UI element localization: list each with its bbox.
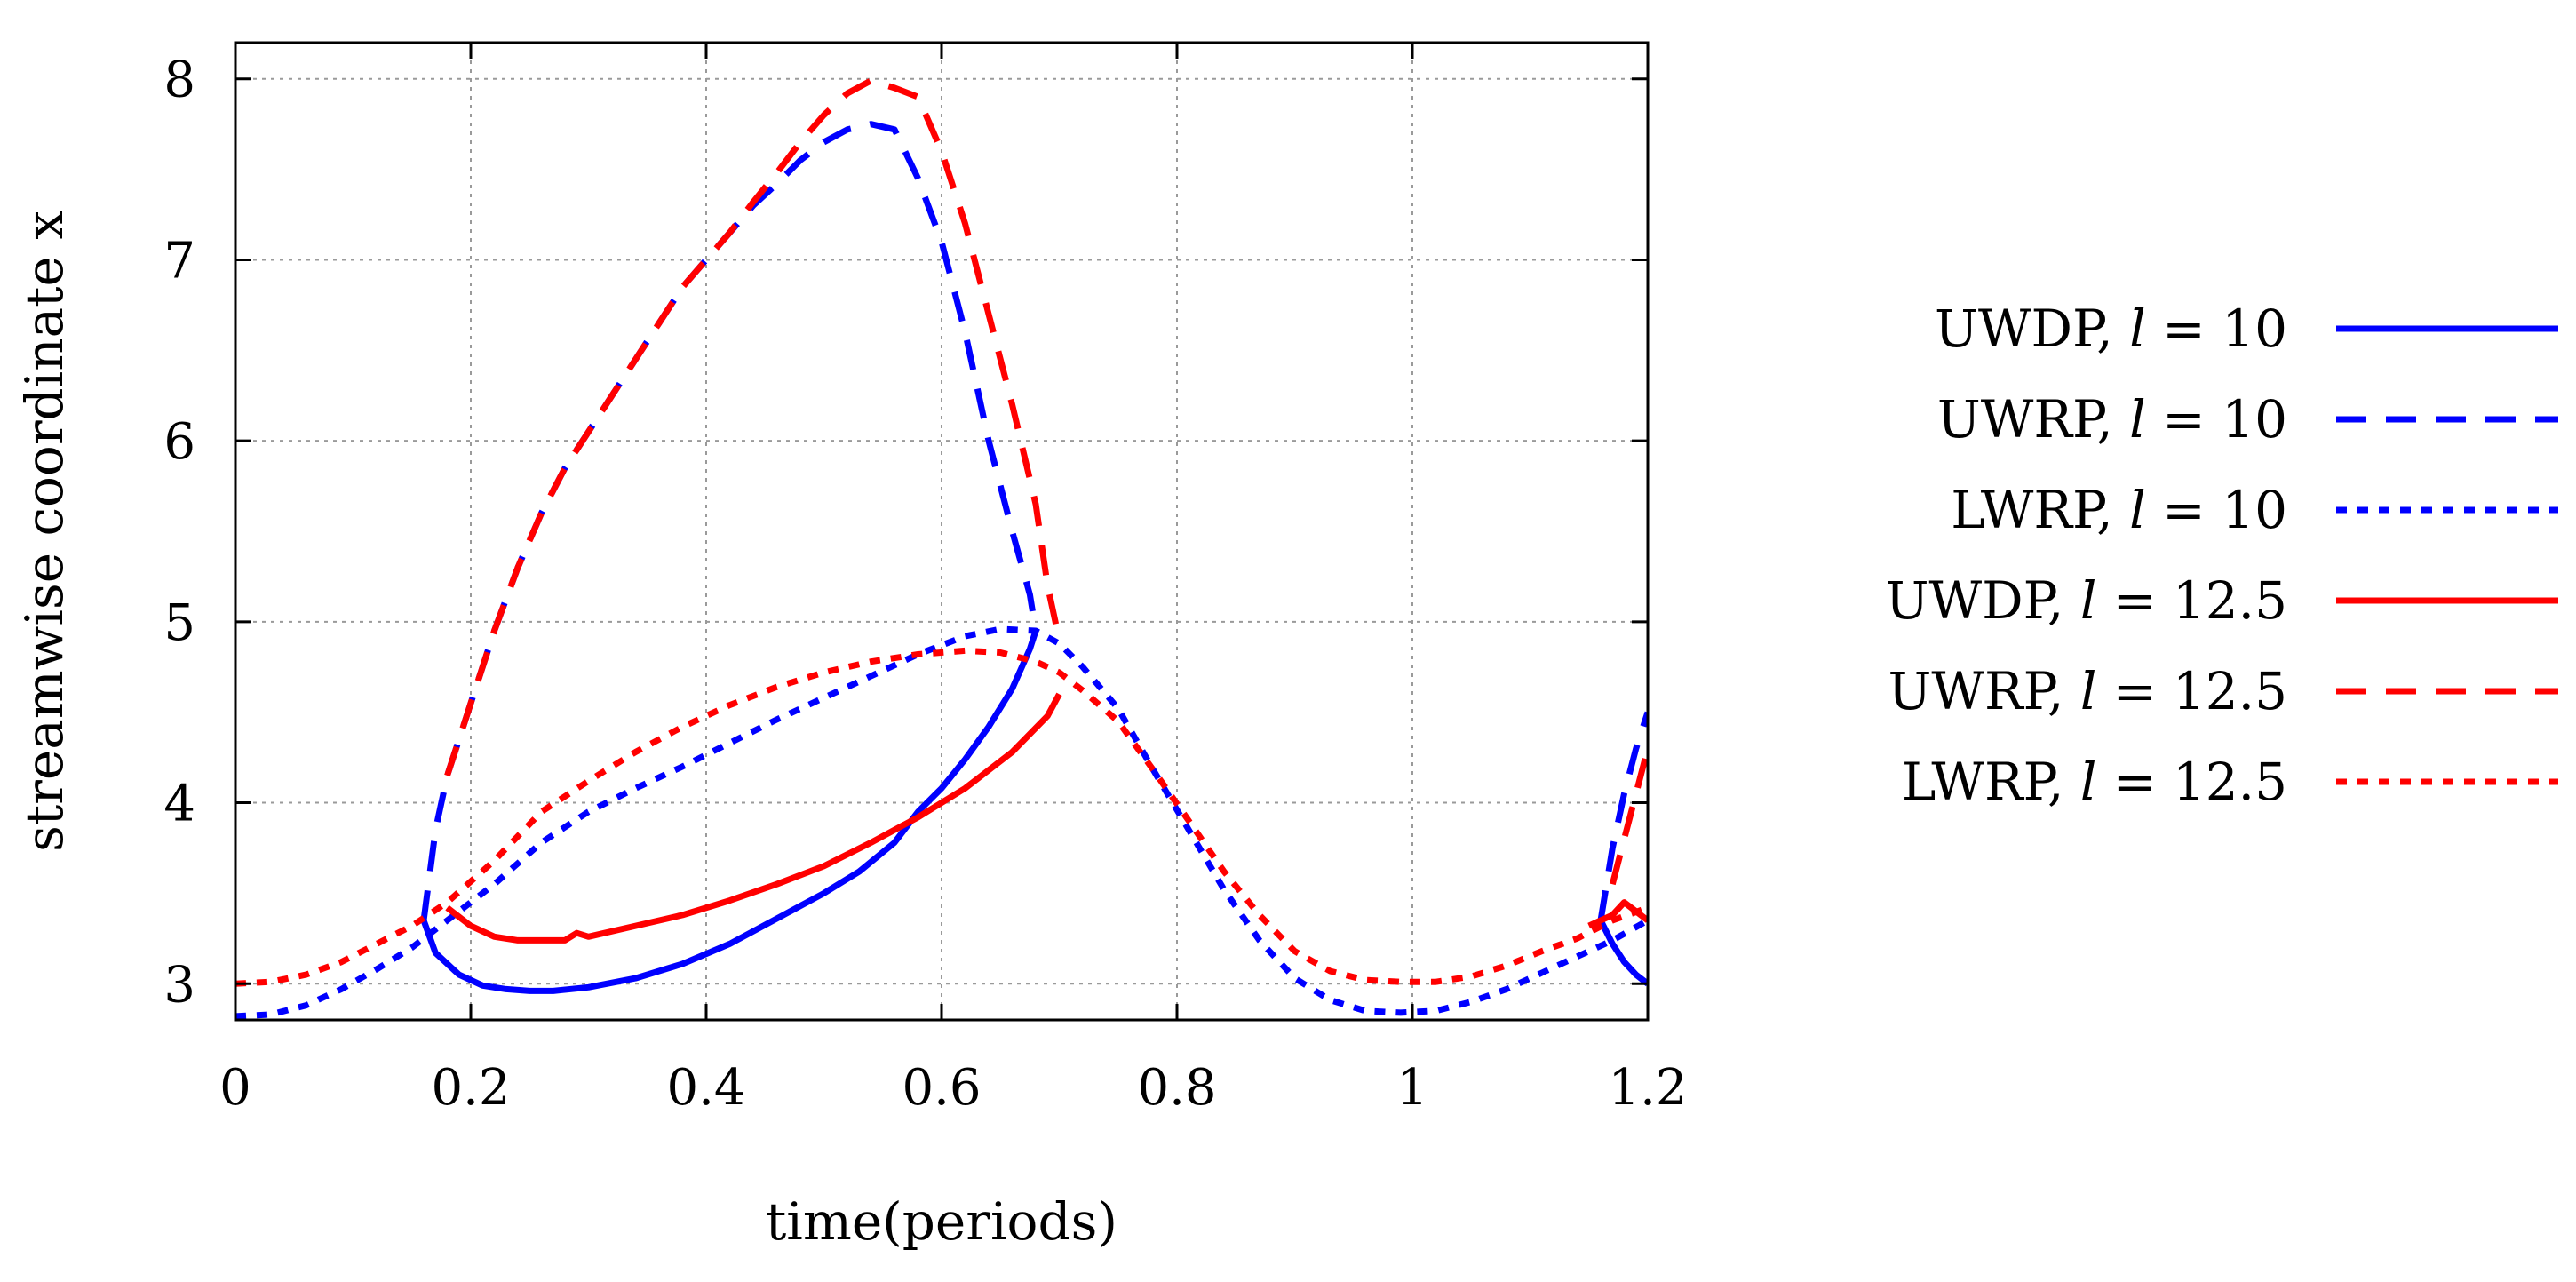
- y-tick-label: 7: [163, 232, 195, 290]
- series-line-uwrp-l-10: [1597, 711, 1648, 921]
- series-line-uwrp-l-12-5: [444, 77, 1062, 777]
- series-line-uwdp-l-10: [1597, 919, 1648, 987]
- x-tick-label: 1: [1396, 1059, 1428, 1117]
- y-tick-label: 3: [163, 956, 195, 1014]
- series-layer: [235, 77, 1648, 1020]
- x-tick-label: 0.4: [666, 1059, 745, 1117]
- series-line-uwdp-l-12-5: [445, 692, 1062, 944]
- series-line-uwdp-l-10: [420, 629, 1039, 994]
- legend-label: LWRP, l = 10: [1951, 480, 2287, 540]
- x-tick-label: 1.2: [1608, 1059, 1687, 1117]
- y-tick-label: 6: [163, 413, 195, 471]
- y-tick-label: 5: [163, 594, 195, 652]
- x-tick-label: 0.2: [431, 1059, 510, 1117]
- x-axis-title: time(periods): [766, 1191, 1117, 1252]
- legend-label: UWRP, l = 12.5: [1888, 661, 2288, 721]
- series-line-lwrp-l-12-5: [235, 647, 1648, 987]
- y-axis-title: streamwise coordinate x: [14, 211, 75, 852]
- legend-label: UWRP, l = 10: [1937, 389, 2287, 450]
- legend-label: LWRP, l = 12.5: [1902, 752, 2287, 812]
- y-tick-label: 4: [163, 776, 195, 833]
- ticks: 0 0.2 0.4 0.6 0.8 1 1.2 3 4 5 6 7 8: [163, 43, 1688, 1117]
- legend-label: UWDP, l = 12.5: [1886, 570, 2287, 631]
- series-line-uwdp-l-12-5: [1587, 899, 1648, 929]
- legend: UWDP, l = 10 UWRP, l = 10 LWRP, l = 10 UWDP…: [1886, 299, 2558, 812]
- y-tick-label: 8: [163, 52, 195, 109]
- x-tick-label: 0.6: [902, 1059, 981, 1117]
- x-tick-label: 0.8: [1137, 1059, 1216, 1117]
- series-line-uwrp-l-12-5: [1609, 747, 1648, 886]
- legend-label: UWDP, l = 10: [1935, 299, 2287, 359]
- x-tick-label: 0: [219, 1059, 251, 1117]
